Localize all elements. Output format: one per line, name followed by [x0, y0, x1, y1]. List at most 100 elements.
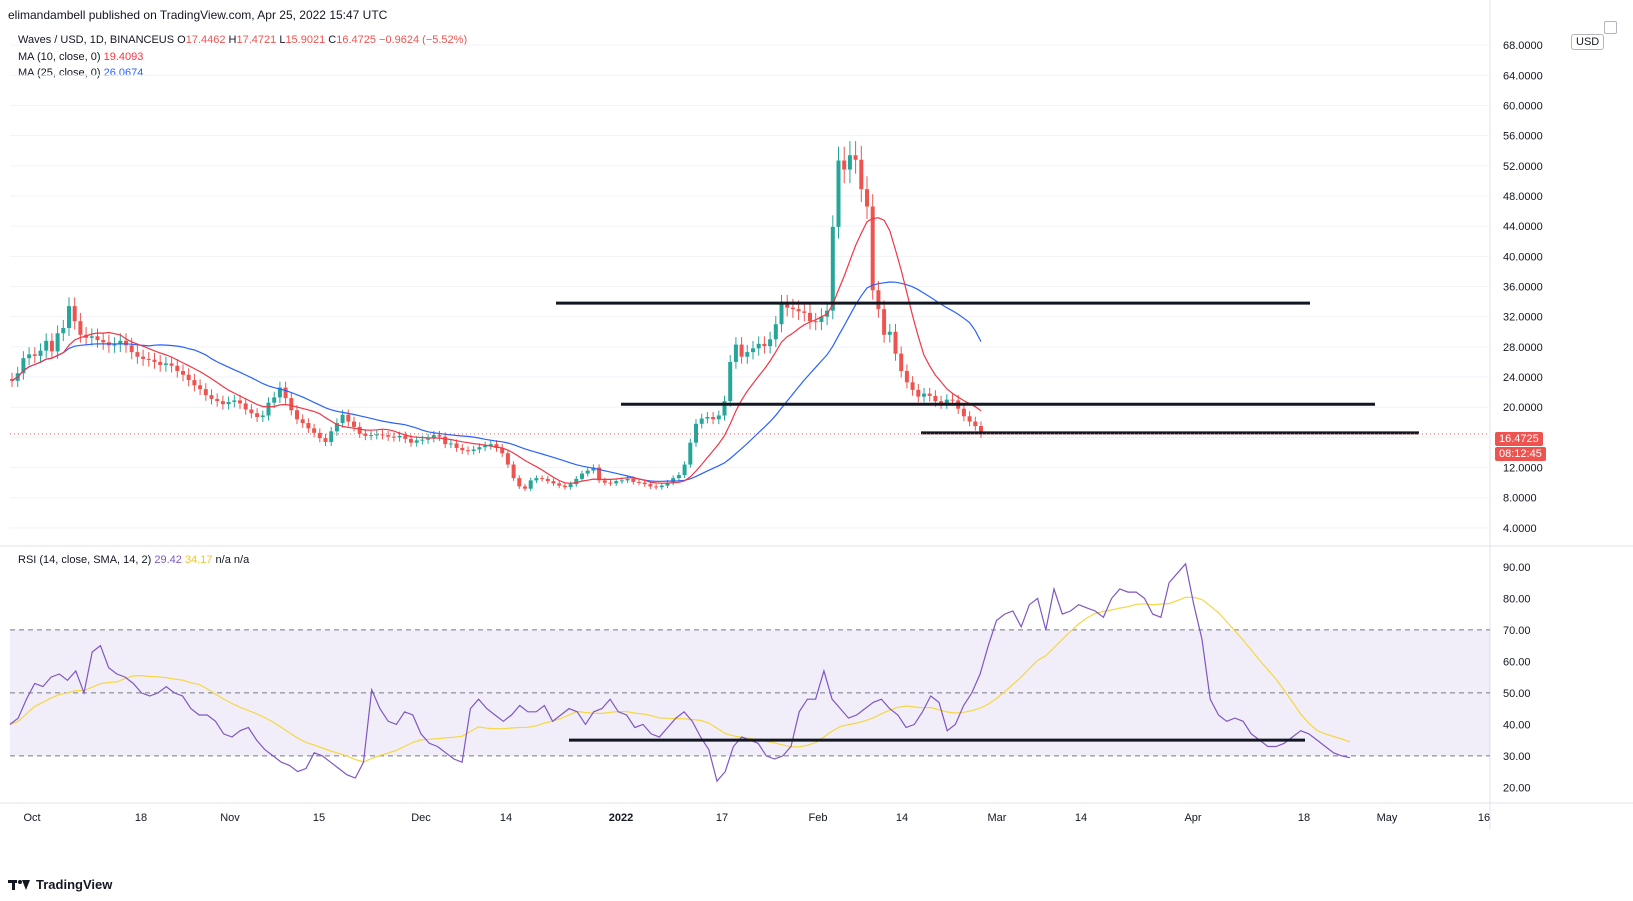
candle-body [597, 467, 602, 481]
time-tick-label: 18 [1298, 812, 1310, 824]
candle-body [882, 309, 887, 335]
open-label: O [177, 34, 186, 46]
candle-body [454, 443, 459, 448]
candle-body [55, 333, 60, 352]
candle-body [802, 311, 807, 313]
high-label: H [228, 34, 237, 46]
time-tick-label: 15 [313, 812, 325, 824]
candle-body [517, 478, 522, 487]
footer-brand[interactable]: TradingView [8, 877, 112, 892]
candle-body [426, 438, 431, 440]
candle-body [511, 464, 516, 479]
time-tick-label: 17 [716, 812, 728, 824]
candle-body [785, 303, 790, 308]
candle-body [756, 343, 761, 349]
candle-body [534, 478, 539, 481]
candle-body [260, 415, 265, 418]
candle-body [523, 486, 527, 489]
change-value: −0.9624 (−5.52%) [379, 34, 468, 46]
candle-body [625, 478, 630, 481]
candle-body [944, 399, 949, 404]
price-tick-label: 20.0000 [1503, 402, 1543, 414]
candle-body [922, 393, 926, 397]
candle-body [654, 486, 659, 488]
ma10-legend: MA (10, close, 0) 19.4093 [18, 51, 143, 63]
price-tick-label: 32.0000 [1503, 312, 1543, 324]
rsi-tick-label: 70.00 [1503, 625, 1531, 637]
candle-body [380, 434, 385, 436]
rsi-tick-label: 40.00 [1503, 719, 1531, 731]
candle-body [209, 395, 214, 399]
na-value-1: n/a [215, 554, 231, 566]
candle-body [580, 473, 584, 479]
time-tick-label: Mar [988, 812, 1007, 824]
candle-body [186, 374, 191, 381]
candle-body [939, 401, 944, 404]
candle-body [637, 481, 641, 483]
candle-body [540, 478, 545, 480]
candle-body [226, 401, 231, 405]
candle-body [38, 350, 43, 356]
symbol-legend: Waves / USD, 1D, BINANCEUS O17.4462 H17.… [18, 34, 467, 46]
candle-body [146, 358, 151, 360]
open-value: 17.4462 [185, 34, 226, 46]
candle-body [95, 336, 100, 341]
time-tick-label: Feb [809, 812, 828, 824]
candle-body [397, 435, 402, 438]
candle-body [631, 478, 636, 482]
candle-body [847, 155, 852, 170]
candle-body [312, 428, 317, 433]
ma10-value: 19.4093 [103, 51, 144, 63]
candle-body [728, 361, 733, 402]
candle-body [181, 370, 185, 375]
candle-body [203, 389, 208, 396]
candle-body [272, 397, 277, 403]
rsi-value: 29.42 [154, 554, 182, 566]
corner-box-icon[interactable] [1604, 21, 1617, 34]
candle-body [870, 206, 875, 291]
candle-body [910, 382, 915, 390]
candle-body [528, 480, 533, 489]
candle-body [694, 423, 698, 443]
currency-button[interactable]: USD [1571, 34, 1605, 50]
candle-body [591, 467, 596, 471]
price-tick-label: 64.0000 [1503, 70, 1543, 82]
candle-body [163, 363, 168, 365]
candle-body [671, 478, 676, 483]
candle-body [101, 340, 106, 343]
candle-body [295, 410, 299, 420]
candle-body [887, 331, 892, 335]
candle-body [277, 387, 282, 398]
candle-body [602, 480, 607, 483]
publisher-text: elimandambell published on TradingView.c… [8, 8, 388, 22]
candle-body [61, 327, 66, 334]
candle-body [323, 438, 328, 442]
candle-body [865, 189, 869, 207]
price-tick-label: 56.0000 [1503, 131, 1543, 143]
price-tick-label: 12.0000 [1503, 463, 1543, 475]
candle-body [819, 316, 824, 322]
candle-body [306, 423, 311, 429]
candle-body [842, 160, 847, 170]
candle-body [243, 403, 248, 410]
candle-body [10, 379, 14, 381]
candle-body [443, 436, 448, 445]
candle-body [329, 431, 334, 442]
candle-body [346, 414, 351, 422]
ma10-line [11, 217, 982, 485]
candle-body [853, 155, 858, 160]
candle-body [790, 307, 795, 310]
candle-body [876, 290, 881, 310]
symbol-label: Waves / USD, 1D, BINANCEUS [18, 34, 175, 46]
candle-body [471, 449, 476, 451]
candle-body [238, 400, 242, 404]
candle-body [44, 340, 49, 351]
price-badge: 16.4725 [1495, 432, 1543, 446]
candle-body [739, 344, 744, 357]
candle-body [494, 444, 499, 448]
candle-body [255, 413, 260, 418]
candle-body [967, 416, 972, 422]
candle-body [973, 421, 978, 427]
close-label: C [328, 34, 337, 46]
